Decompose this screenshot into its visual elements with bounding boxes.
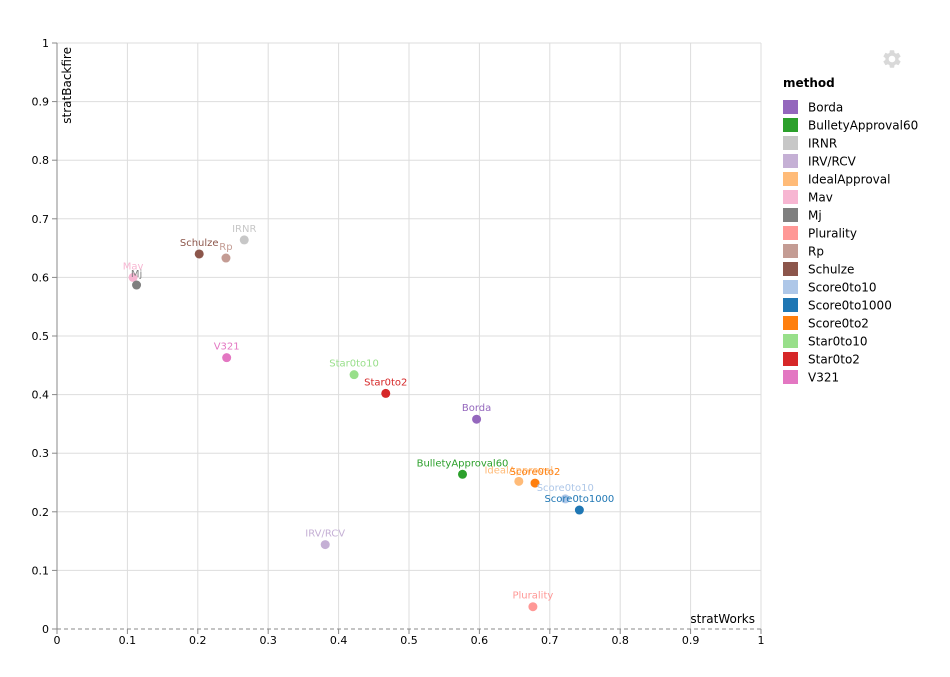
legend-item-label[interactable]: IRV/RCV [808, 155, 857, 169]
legend-item-label[interactable]: Schulze [808, 263, 854, 277]
data-point[interactable] [574, 505, 584, 515]
point-label: V321 [214, 342, 240, 353]
x-tick-label: 0.6 [471, 634, 489, 647]
legend-swatch [783, 208, 798, 222]
data-point[interactable] [132, 280, 142, 290]
y-axis-title: stratBackfire [60, 47, 74, 124]
legend-item-label[interactable]: IRNR [808, 137, 837, 151]
data-point[interactable] [560, 494, 570, 504]
y-tick-label: 0.2 [32, 506, 50, 519]
point-label: Score0to1000 [544, 494, 614, 505]
x-tick-label: 0.1 [119, 634, 137, 647]
gear-icon[interactable] [881, 48, 903, 70]
legend-swatch [783, 298, 798, 312]
data-point[interactable] [381, 388, 391, 398]
legend-item-label[interactable]: Score0to1000 [808, 299, 892, 313]
y-tick-label: 0 [42, 623, 49, 636]
point-label: IdealApproval [484, 465, 553, 476]
point-label: Schulze [180, 238, 219, 249]
data-point[interactable] [349, 370, 359, 380]
y-tick-label: 0.1 [32, 564, 50, 577]
x-tick-label: 0.4 [330, 634, 348, 647]
data-point[interactable] [222, 353, 232, 363]
legend-swatch [783, 316, 798, 330]
legend-item-label[interactable]: Plurality [808, 227, 857, 241]
data-points [128, 235, 584, 612]
point-label: Star0to10 [329, 359, 379, 370]
point-label: Plurality [513, 591, 554, 602]
legend-item-label[interactable]: Rp [808, 245, 824, 259]
legend-item-label[interactable]: V321 [808, 371, 839, 385]
y-tick-label: 0.4 [32, 389, 50, 402]
data-point[interactable] [528, 602, 538, 612]
legend-swatch [783, 226, 798, 240]
legend-swatch [783, 154, 798, 168]
data-point[interactable] [514, 476, 524, 486]
point-label: Mj [131, 269, 142, 280]
legend-item-label[interactable]: Mj [808, 209, 822, 223]
data-point[interactable] [458, 469, 468, 479]
point-label: Score0to10 [537, 483, 594, 494]
x-tick-label: 0 [54, 634, 61, 647]
legend-title: method [783, 76, 835, 90]
legend-swatch [783, 280, 798, 294]
legend-swatch [783, 172, 798, 186]
legend-swatch [783, 262, 798, 276]
data-point[interactable] [320, 540, 330, 550]
legend-item-label[interactable]: Mav [808, 191, 833, 205]
x-tick-label: 0.9 [682, 634, 700, 647]
legend-swatch [783, 136, 798, 150]
y-tick-label: 0.8 [32, 154, 50, 167]
legend-swatch [783, 352, 798, 366]
x-tick-label: 0.5 [400, 634, 418, 647]
legend-swatch [783, 190, 798, 204]
point-label: IRV/RCV [305, 529, 345, 540]
y-tick-label: 0.5 [32, 330, 50, 343]
legend-item-label[interactable]: Score0to10 [808, 281, 877, 295]
axes: 0 0.1 0.2 0.3 0.4 0.5 0.6 0.7 0.8 0.9 1 0 0.1 0.2 0.3 0… [32, 37, 765, 647]
x-tick-label: 0.3 [259, 634, 277, 647]
legend-swatch [783, 370, 798, 384]
y-tick-label: 1 [42, 37, 49, 50]
x-tick-label: 0.8 [611, 634, 629, 647]
point-label: BulletyApproval60 [417, 458, 509, 469]
data-point[interactable] [221, 253, 231, 263]
point-label: Star0to2 [364, 377, 407, 388]
legend-item-label[interactable]: IdealApproval [808, 173, 890, 187]
y-tick-label: 0.3 [32, 447, 50, 460]
x-tick-label: 1 [758, 634, 765, 647]
data-point[interactable] [472, 414, 482, 424]
y-tick-label: 0.7 [32, 213, 50, 226]
x-tick-label: 0.2 [189, 634, 207, 647]
point-label: Rp [219, 242, 232, 253]
data-point[interactable] [194, 249, 204, 259]
legend-item-label[interactable]: Star0to2 [808, 353, 860, 367]
data-point[interactable] [128, 272, 138, 282]
point-labels: Borda BulletyApproval60 IRNR IRV/RCV IdealAp… [123, 224, 615, 602]
legend-item-label[interactable]: BulletyApproval60 [808, 119, 918, 133]
grid [56, 42, 762, 629]
point-label: Score0to2 [510, 467, 561, 478]
x-tick-label: 0.7 [541, 634, 559, 647]
legend-swatch [783, 244, 798, 258]
y-tick-label: 0.9 [32, 96, 50, 109]
legend: method Borda BulletyApproval60 IRNR IRV/RCV I… [783, 76, 918, 385]
y-tick-label: 0.6 [32, 271, 50, 284]
point-label: Borda [462, 403, 491, 414]
legend-item-label[interactable]: Star0to10 [808, 335, 868, 349]
legend-swatch [783, 334, 798, 348]
data-point[interactable] [239, 235, 249, 245]
legend-item-label[interactable]: Borda [808, 101, 843, 115]
legend-swatch [783, 100, 798, 114]
point-label: IRNR [232, 224, 256, 235]
point-label: Mav [123, 261, 144, 272]
legend-item-label[interactable]: Score0to2 [808, 317, 869, 331]
legend-swatch [783, 118, 798, 132]
x-axis-title: stratWorks [690, 612, 755, 626]
data-point[interactable] [530, 478, 540, 488]
